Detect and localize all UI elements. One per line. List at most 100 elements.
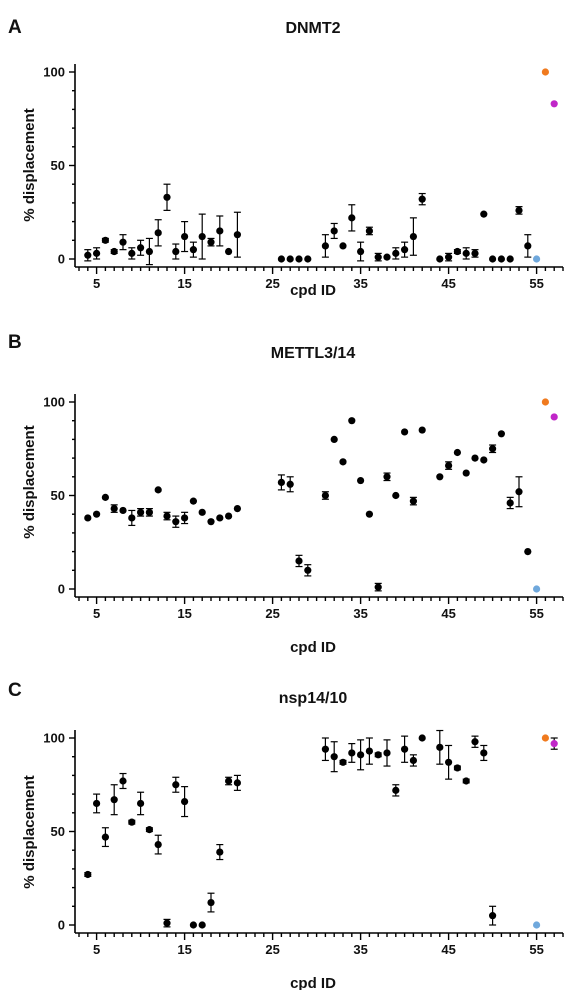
data-point — [550, 413, 558, 421]
data-point — [506, 255, 514, 263]
data-point — [357, 751, 365, 759]
data-point — [383, 253, 391, 261]
data-point — [321, 242, 329, 250]
data-point — [365, 227, 373, 235]
data-point — [550, 740, 558, 748]
data-point — [189, 246, 197, 254]
data-point — [145, 826, 153, 834]
data-point — [163, 919, 171, 927]
data-point — [154, 229, 162, 237]
data-point — [374, 751, 382, 759]
panel-letter: C — [8, 680, 22, 701]
data-point — [374, 583, 382, 591]
data-point — [357, 476, 365, 485]
data-point — [445, 461, 453, 470]
data-point — [84, 514, 92, 522]
data-point — [462, 249, 470, 257]
data-point — [198, 921, 206, 929]
y-axis-label: % displacement — [21, 775, 38, 888]
data-point — [541, 68, 550, 76]
data-point — [541, 734, 550, 742]
data-point — [233, 231, 241, 239]
data-point — [489, 912, 497, 920]
x-tick-label: 25 — [265, 942, 279, 957]
data-point — [304, 566, 312, 574]
data-point — [277, 255, 285, 263]
data-point — [119, 777, 127, 785]
data-point — [392, 249, 400, 257]
data-point — [207, 238, 215, 246]
data-point — [436, 473, 444, 481]
x-tick-label: 35 — [353, 276, 367, 291]
x-axis-label: cpd ID — [290, 639, 336, 656]
data-point — [216, 227, 224, 235]
data-point — [225, 512, 233, 520]
data-point — [93, 510, 101, 518]
x-tick-label: 5 — [93, 942, 100, 957]
data-point — [418, 426, 426, 434]
data-point — [436, 743, 444, 751]
data-point — [225, 247, 233, 256]
data-point — [225, 777, 233, 785]
data-point — [409, 232, 417, 241]
data-point — [198, 232, 206, 241]
y-tick-label: 100 — [43, 65, 65, 80]
data-point — [533, 585, 541, 593]
panel-a: A DNMT2 cpd ID % displacement 0 50 100 5 15 2… — [8, 17, 564, 299]
x-tick-label: 15 — [177, 606, 191, 621]
data-point — [295, 557, 303, 565]
data-point — [286, 480, 294, 488]
data-point — [128, 514, 136, 522]
x-tick-label: 55 — [529, 276, 543, 291]
x-tick-label: 15 — [177, 276, 191, 291]
data-point — [295, 255, 303, 263]
data-point — [445, 758, 453, 766]
data-point — [383, 749, 391, 757]
data-point — [497, 430, 505, 438]
y-tick-label: 0 — [58, 582, 65, 597]
data-point — [163, 512, 171, 520]
data-point — [233, 504, 241, 513]
panel-letter: B — [8, 332, 22, 353]
data-point — [321, 745, 329, 753]
data-point — [471, 249, 479, 257]
data-point — [181, 232, 189, 241]
data-point — [128, 249, 136, 257]
data-point — [365, 747, 373, 755]
data-point — [128, 818, 136, 826]
data-point — [383, 473, 391, 481]
data-point — [137, 508, 145, 516]
data-point — [418, 734, 426, 742]
data-point — [445, 253, 453, 261]
data-point — [480, 456, 488, 464]
data-point — [550, 100, 558, 108]
data-point — [119, 506, 127, 515]
x-axis-label: cpd ID — [290, 282, 336, 299]
data-point — [330, 753, 338, 761]
panel-b: B METTL3/14 cpd ID % displacement 0 50 100… — [8, 332, 564, 656]
data-point — [348, 749, 356, 757]
data-point — [154, 840, 162, 849]
data-point — [524, 548, 532, 556]
data-point — [462, 469, 470, 477]
data-point — [489, 445, 497, 453]
data-point — [93, 249, 101, 257]
y-tick-label: 50 — [51, 158, 65, 173]
data-point — [207, 518, 215, 526]
data-point — [365, 510, 373, 518]
x-tick-label: 5 — [93, 606, 100, 621]
data-point — [330, 435, 338, 443]
data-point — [392, 786, 400, 794]
data-point — [216, 848, 224, 856]
data-point — [436, 255, 444, 263]
y-tick-label: 50 — [51, 488, 65, 503]
y-tick-label: 0 — [58, 918, 65, 933]
data-point — [189, 497, 197, 505]
x-tick-label: 25 — [265, 606, 279, 621]
data-point — [515, 206, 523, 214]
data-point — [357, 247, 365, 256]
data-point — [462, 777, 470, 785]
data-point — [348, 417, 356, 425]
data-point — [339, 242, 347, 250]
data-point — [401, 745, 409, 753]
